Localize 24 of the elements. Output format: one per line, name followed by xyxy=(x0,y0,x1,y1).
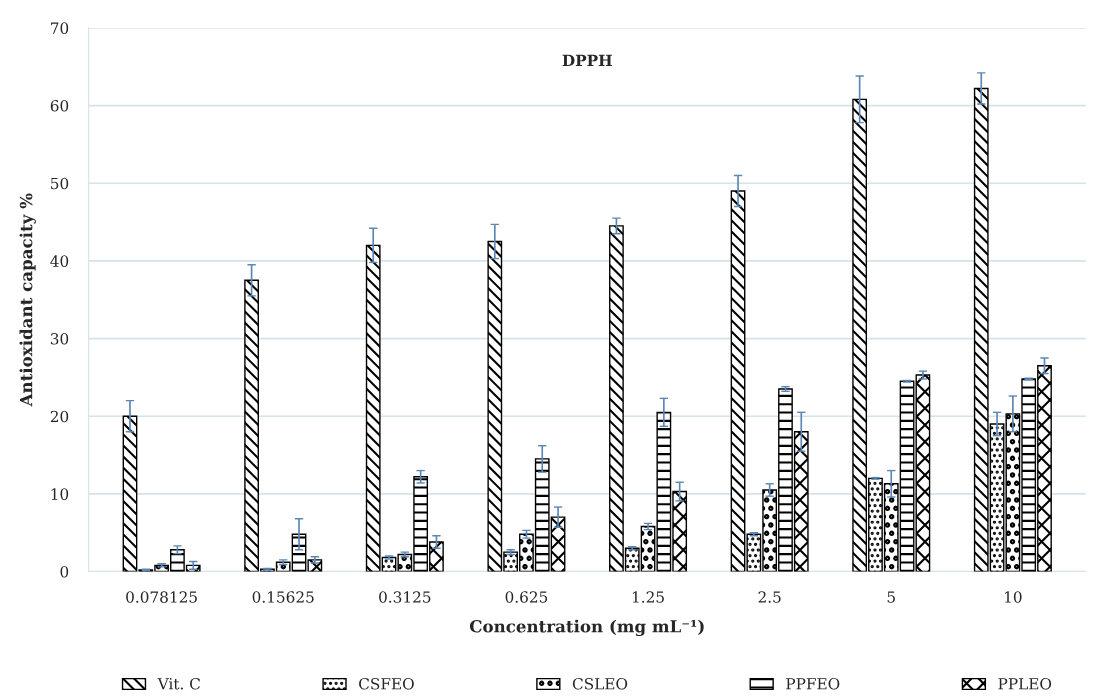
y-tick-label: 0 xyxy=(60,566,69,578)
legend-label: PPLEO xyxy=(998,677,1052,690)
x-tick-label: 2.5 xyxy=(758,591,781,603)
legend-label: PPFEO xyxy=(786,677,840,690)
x-axis-title: Concentration (mg mL⁻¹) xyxy=(469,619,704,637)
y-tick-label: 40 xyxy=(50,255,69,267)
y-tick-label: 30 xyxy=(50,333,69,345)
x-tick-label: 0.3125 xyxy=(379,591,431,603)
y-tick-label: 60 xyxy=(50,100,69,112)
y-tick-label: 50 xyxy=(51,177,69,190)
y-tick-label: 70 xyxy=(51,22,69,34)
x-tick-label: 1.25 xyxy=(632,591,664,603)
legend-label: CSLEO xyxy=(572,677,628,690)
x-tick-label: 10 xyxy=(1005,591,1022,603)
x-tick-label: 0.625 xyxy=(505,591,548,603)
y-axis-title: Antioxidant capacity % xyxy=(19,193,36,407)
text: DPPH xyxy=(562,54,612,66)
y-tick-label: 20 xyxy=(50,410,69,423)
legend-label: Vit. C xyxy=(157,677,200,690)
x-tick-label: 0.15625 xyxy=(252,591,314,603)
y-tick-label: 10 xyxy=(51,488,69,500)
x-tick-label: 5 xyxy=(887,591,895,603)
legend-label: CSFEO xyxy=(359,677,414,690)
x-tick-label: 0.078125 xyxy=(126,591,197,603)
